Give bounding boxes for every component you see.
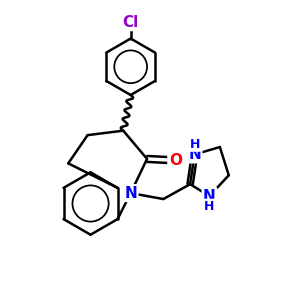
Text: N: N bbox=[188, 147, 201, 162]
Text: N: N bbox=[203, 189, 216, 204]
Text: H: H bbox=[189, 138, 200, 151]
Text: H: H bbox=[204, 200, 214, 213]
Text: O: O bbox=[169, 153, 182, 168]
Text: N: N bbox=[124, 186, 137, 201]
Text: Cl: Cl bbox=[123, 15, 139, 30]
